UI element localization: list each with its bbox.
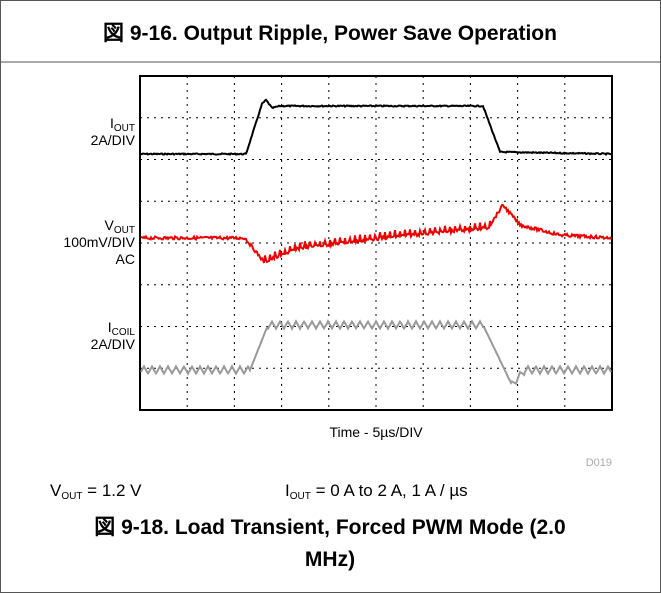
cond-text: = 0 A to 2 A, 1 A / µs (311, 481, 468, 500)
cond-sub: OUT (61, 491, 82, 502)
trace-sub: OUT (114, 225, 135, 236)
trace-label: IOUT (110, 115, 135, 134)
trace-name: I (108, 319, 112, 335)
cond-text: = 1.2 V (82, 481, 142, 500)
waveform (140, 318, 612, 386)
trace-scale: 2A/DIV (91, 336, 136, 352)
condition: IOUT = 0 A to 2 A, 1 A / µs (285, 481, 468, 502)
plot-frame (139, 75, 613, 411)
caption-line: MHz) (305, 548, 355, 571)
condition: VOUT = 1.2 V (50, 481, 142, 502)
cond-name: I (285, 481, 290, 500)
waveform (140, 203, 612, 264)
grid (140, 76, 612, 410)
cond-sub: OUT (290, 491, 311, 502)
trace-scale: 100mV/DIV (63, 234, 135, 250)
waveform (140, 98, 612, 156)
conditions: VOUT = 1.2 V IOUT = 0 A to 2 A, 1 A / µs (50, 481, 468, 502)
caption-line: 図 9-18. Load Transient, Forced PWM Mode … (94, 516, 565, 539)
trace-scale: AC (116, 251, 135, 267)
trace-sub: OUT (114, 123, 135, 134)
time-label: Time - 5µs/DIV (329, 424, 423, 440)
trace-label: ICOIL (108, 319, 136, 338)
trace-sub: COIL (112, 327, 136, 338)
trace-label: VOUT (105, 217, 135, 236)
header-title: 図 9-16. Output Ripple, Power Save Operat… (103, 22, 557, 45)
figure-id: D019 (586, 457, 612, 469)
trace-name: V (105, 217, 115, 233)
cond-name: V (50, 481, 62, 500)
trace-scale: 2A/DIV (91, 132, 136, 148)
trace-name: I (110, 115, 114, 131)
traces (140, 98, 612, 386)
